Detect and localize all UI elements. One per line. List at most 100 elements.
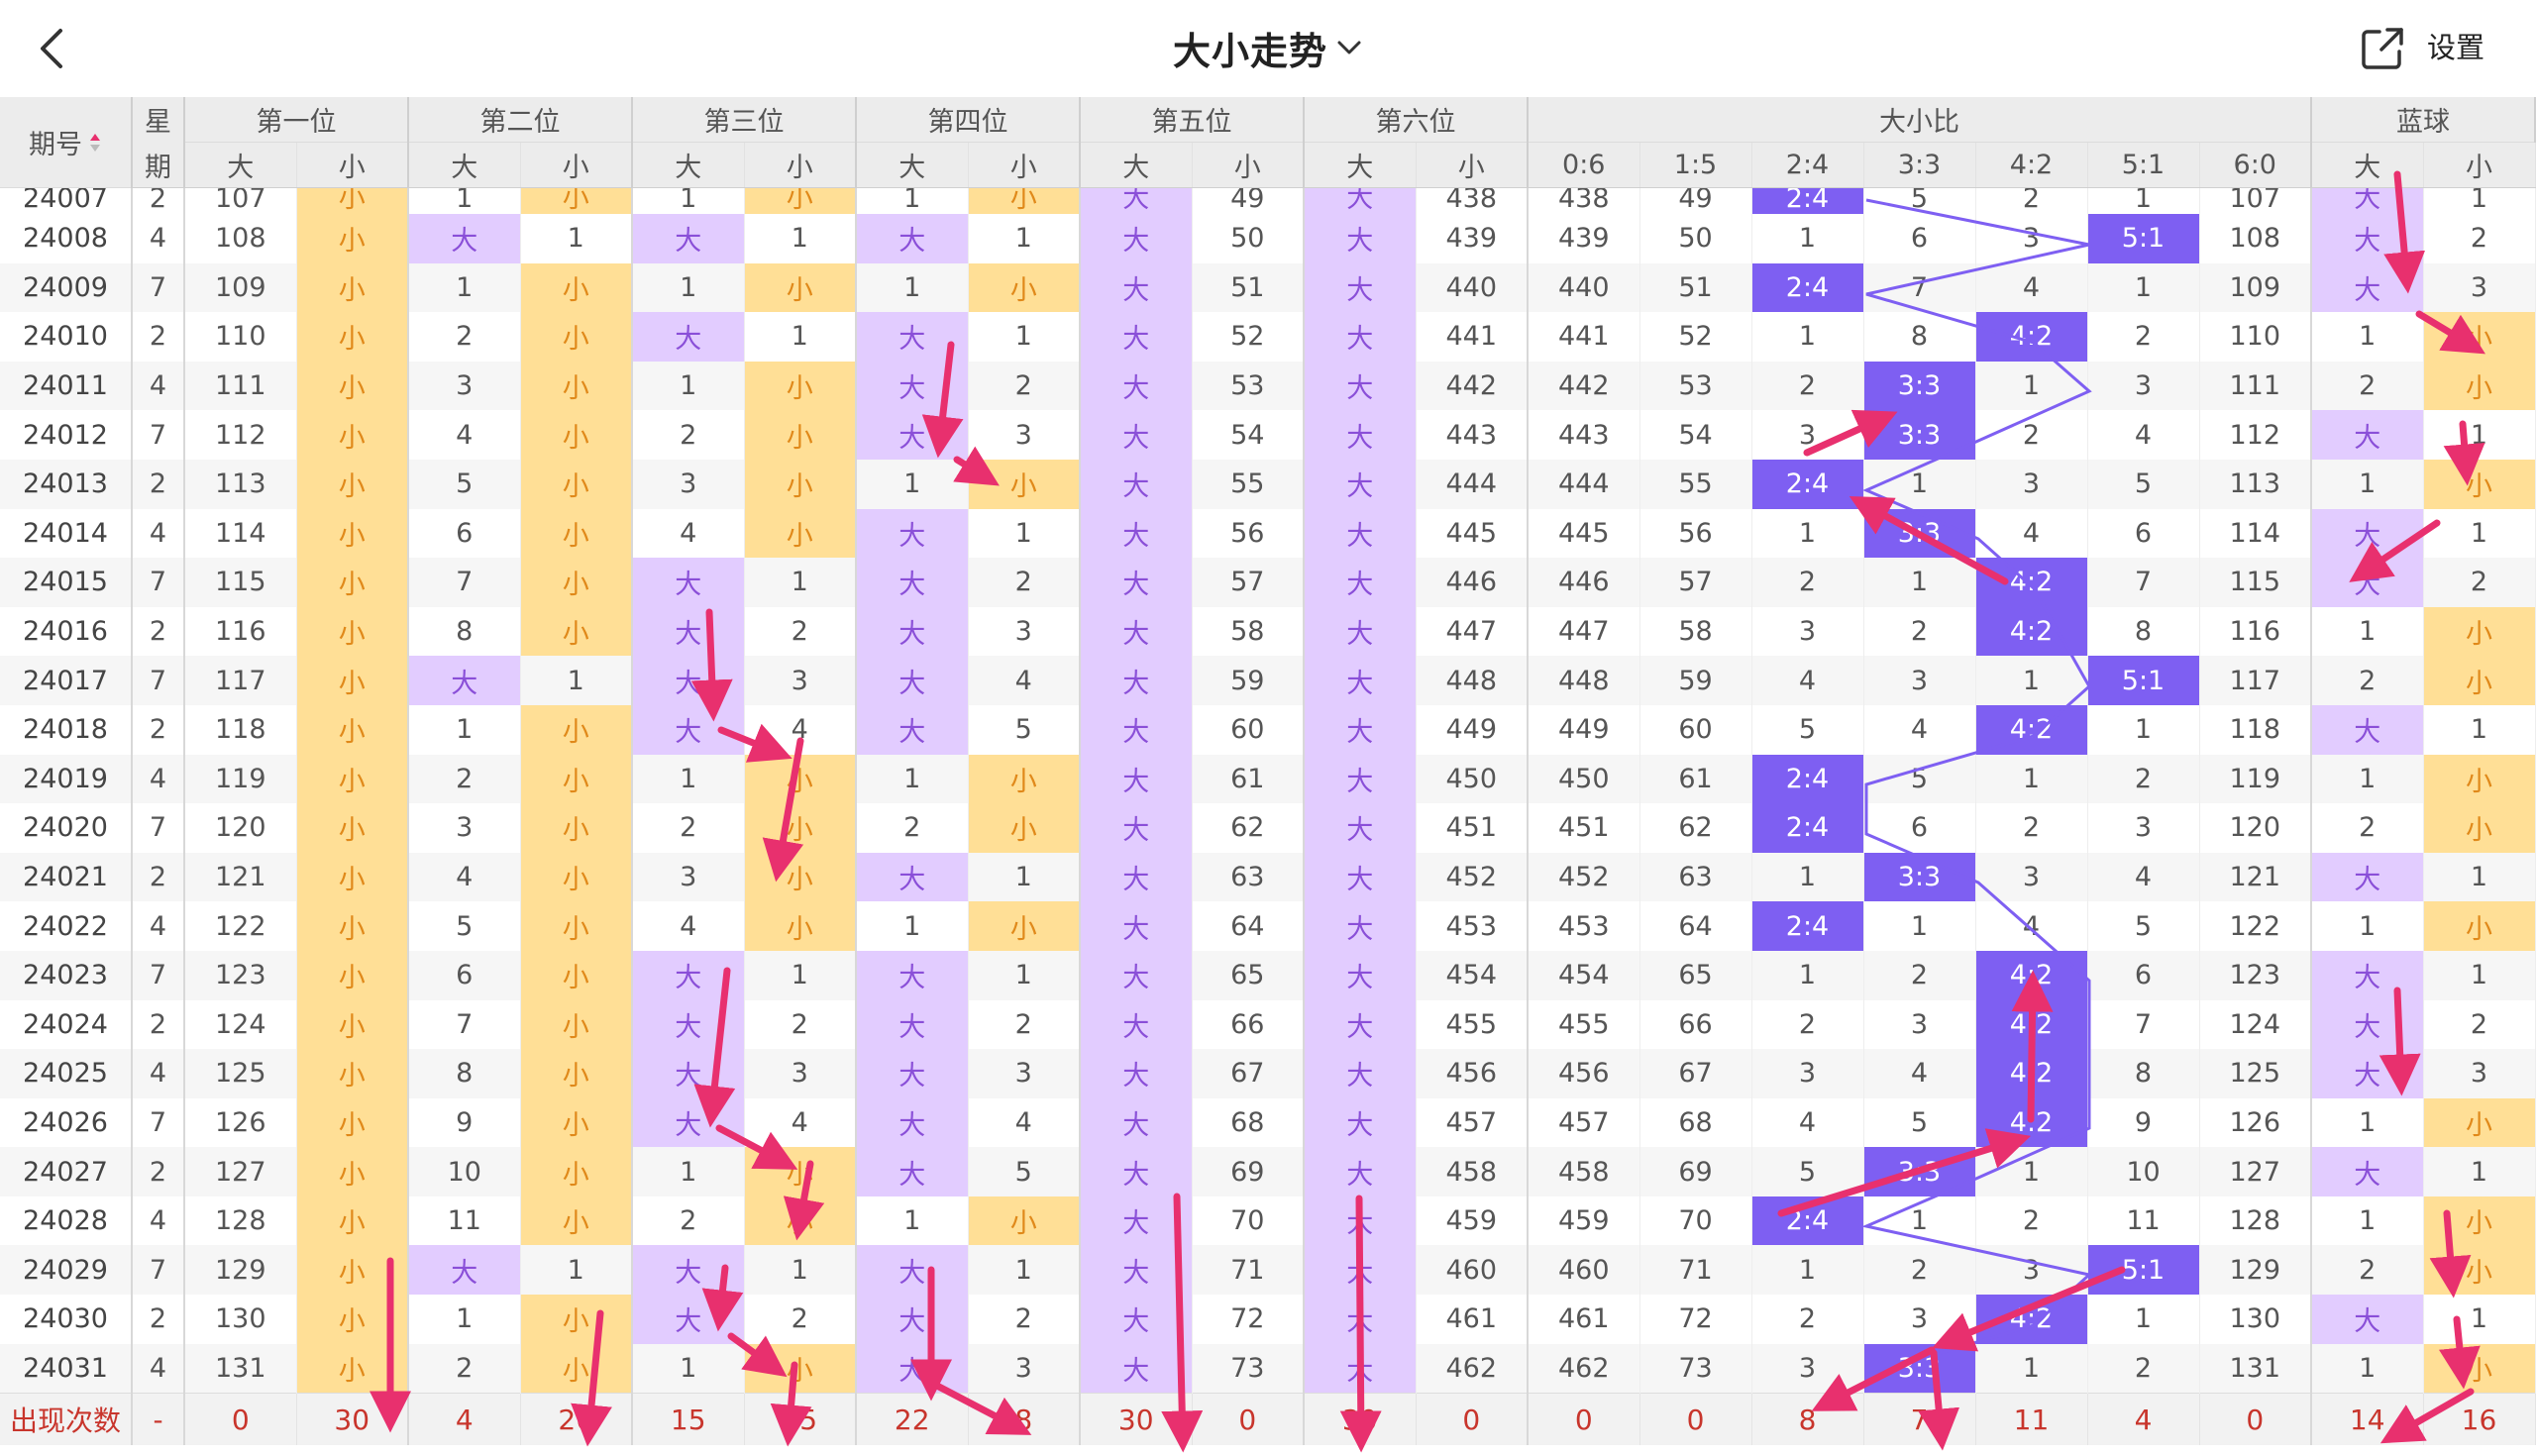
table-row[interactable]: 24030 2 130 小 1 小大 2 大 2 大 72 大 461 461 72 2 3 4:2 1 130 大 1 bbox=[0, 1295, 2536, 1344]
trend-cell: 72 bbox=[1639, 1295, 1752, 1344]
trend-cell: 126 bbox=[184, 1097, 297, 1148]
settings-button[interactable]: 设置 bbox=[2427, 31, 2485, 64]
weekday-cell: 7 bbox=[132, 1097, 185, 1148]
trend-cell: 122 bbox=[184, 901, 297, 951]
trend-cell: 6 bbox=[1863, 214, 1976, 263]
trend-cell: 小 bbox=[744, 262, 857, 313]
trend-cell: 1 bbox=[2311, 312, 2424, 362]
weekday-cell: 7 bbox=[132, 950, 185, 1000]
count-cell: 15 bbox=[632, 1393, 745, 1446]
table-row[interactable]: 24012 7 112 小 4 小 2 小大 3 大 54 大 443 443 54 3 3:3 2 4 112 大 1 bbox=[0, 410, 2536, 460]
trend-cell: 444 bbox=[1416, 459, 1529, 509]
trend-cell: 460 bbox=[1416, 1245, 1529, 1296]
table-row[interactable]: 24022 4 122 小 5 小 4 小 1 小大 64 大 453 453 64 2:4 1 4 5 122 1 小 bbox=[0, 901, 2536, 951]
trend-cell: 大 bbox=[1080, 754, 1193, 804]
trend-cell: 小 bbox=[968, 803, 1081, 853]
trend-cell: 3 bbox=[1975, 852, 2088, 902]
trend-cell: 1 bbox=[968, 312, 1081, 362]
trend-cell: 大 bbox=[856, 1147, 969, 1196]
table-row[interactable]: 24029 7 129 小大 1 大 1 大 1 大 71 大 460 460 71 1 2 3 5:1 129 2 小 bbox=[0, 1245, 2536, 1296]
trend-cell: 大 bbox=[856, 1245, 969, 1296]
trend-cell: 456 bbox=[1416, 1049, 1529, 1098]
group-header: 第一位 bbox=[184, 97, 409, 143]
table-row[interactable]: 24011 4 111 小 3 小 1 小大 2 大 53 大 442 442 53 2 3:3 1 3 111 2 小 bbox=[0, 361, 2536, 411]
period-cell: 24008 bbox=[0, 214, 133, 263]
weekday-cell: 2 bbox=[132, 459, 185, 509]
trend-cell: 大 bbox=[2311, 214, 2424, 263]
title-dropdown[interactable]: 大小走势 bbox=[1149, 18, 1387, 77]
trend-cell: 大 bbox=[408, 214, 521, 263]
trend-cell: 小 bbox=[2423, 1245, 2536, 1296]
trend-cell: 456 bbox=[1528, 1049, 1640, 1098]
trend-cell: 125 bbox=[2199, 1049, 2312, 1098]
table-row[interactable]: 24020 7 120 小 3 小 2 小 2 小大 62 大 451 451 62 2:4 6 2 3 120 2 小 bbox=[0, 803, 2536, 853]
back-button[interactable] bbox=[22, 22, 81, 75]
count-cell: 0 bbox=[2199, 1393, 2312, 1446]
trend-cell: 大 bbox=[2311, 1049, 2424, 1098]
trend-cell: 59 bbox=[1192, 656, 1305, 705]
trend-cell: 56 bbox=[1639, 508, 1752, 559]
trend-cell: 大 bbox=[1304, 606, 1417, 657]
table-row[interactable]: 24023 7 123 小 6 小大 1 大 1 大 65 大 454 454 65 1 2 4:2 6 123 大 1 bbox=[0, 950, 2536, 1000]
trend-cell: 1 bbox=[1751, 508, 1864, 559]
table-row[interactable]: 24028 4 128 小 11 小 2 小 1 小大 70 大 459 459 70 2:4 1 2 11 128 1… bbox=[0, 1196, 2536, 1246]
trend-cell: 57 bbox=[1192, 558, 1305, 607]
table-row[interactable]: 24021 2 121 小 4 小 3 小大 1 大 63 大 452 452 63 1 3:3 3 4 121 大 1 bbox=[0, 852, 2536, 902]
trend-cell: 461 bbox=[1416, 1295, 1529, 1344]
table-row[interactable]: 24018 2 118 小 1 小大 4 大 5 大 60 大 449 449 60 5 4 4:2 1 118 大 1 bbox=[0, 704, 2536, 755]
trend-cell: 2:4 bbox=[1751, 803, 1864, 853]
period-cell: 24016 bbox=[0, 606, 133, 657]
table-row[interactable]: 24019 4 119 小 2 小 1 小 1 小大 61 大 450 450 61 2:4 5 1 2 119 1 小 bbox=[0, 754, 2536, 804]
trend-cell: 大 bbox=[1080, 1343, 1193, 1394]
table-row[interactable]: 24015 7 115 小 7 小大 1 大 2 大 57 大 446 446 57 2 1 4:2 7 115 大 2 bbox=[0, 558, 2536, 607]
trend-cell: 62 bbox=[1639, 803, 1752, 853]
trend-cell: 1 bbox=[632, 361, 745, 411]
small-header: 小 bbox=[968, 142, 1081, 188]
table-row[interactable]: 24025 4 125 小 8 小大 3 大 3 大 67 大 456 456 67 3 4 4:2 8 125 大 3 bbox=[0, 1049, 2536, 1098]
trend-cell: 小 bbox=[520, 410, 633, 460]
table-row[interactable]: 24010 2 110 小 2 小大 1 大 1 大 52 大 441 441 52 1 8 4:2 2 110 1 小 bbox=[0, 312, 2536, 362]
trend-cell: 1 bbox=[408, 704, 521, 755]
trend-cell: 3:3 bbox=[1863, 1147, 1976, 1196]
table-row[interactable]: 24009 7 109 小 1 小 1 小 1 小大 51 大 440 440 51 2:4 7 4 1 109 大 3 bbox=[0, 262, 2536, 313]
trend-cell: 3:3 bbox=[1863, 361, 1976, 411]
period-cell: 24022 bbox=[0, 901, 133, 951]
count-cell: 7 bbox=[1863, 1393, 1976, 1446]
trend-cell: 2 bbox=[2087, 754, 2200, 804]
trend-cell: 11 bbox=[408, 1196, 521, 1246]
trend-cell: 小 bbox=[968, 754, 1081, 804]
table-row[interactable]: 24008 4 108 小大 1 大 1 大 1 大 50 大 439 439 50 1 6 3 5:1 108 大 2 bbox=[0, 214, 2536, 263]
table-row[interactable]: 24014 4 114 小 6 小 4 小大 1 大 56 大 445 445 56 1 3:3 4 6 114 大 1 bbox=[0, 508, 2536, 559]
table-row[interactable]: 24024 2 124 小 7 小大 2 大 2 大 66 大 455 455 66 2 3 4:2 7 124 大 2 bbox=[0, 999, 2536, 1050]
table-row[interactable]: 24016 2 116 小 8 小大 2 大 3 大 58 大 447 447 58 3 2 4:2 8 116 1 小 bbox=[0, 606, 2536, 657]
share-button[interactable] bbox=[2358, 24, 2407, 73]
period-header[interactable]: 期号 bbox=[0, 97, 133, 188]
trend-cell: 1 bbox=[632, 754, 745, 804]
trend-cell: 小 bbox=[2423, 1343, 2536, 1394]
trend-cell: 小 bbox=[296, 187, 409, 214]
trend-cell: 112 bbox=[2199, 410, 2312, 460]
trend-cell: 小 bbox=[968, 1196, 1081, 1246]
trend-cell: 3:3 bbox=[1863, 508, 1976, 559]
table-row[interactable]: 24013 2 113 小 5 小 3 小 1 小大 55 大 444 444 55 2:4 1 3 5 113 1 小 bbox=[0, 459, 2536, 509]
table-row[interactable]: 24007 2 107 小 1 小 1 小 1 小大 49 大 438 438 49 2:4 5 2 1 107 大 1 bbox=[0, 187, 2536, 214]
table-row[interactable]: 24031 4 131 小 2 小 1 小大 3 大 73 大 462 462 73 3 3:3 1 2 131 1 小 bbox=[0, 1343, 2536, 1394]
trend-cell: 大 bbox=[1080, 1295, 1193, 1344]
trend-cell: 130 bbox=[2199, 1295, 2312, 1344]
trend-cell: 67 bbox=[1639, 1049, 1752, 1098]
trend-cell: 小 bbox=[296, 459, 409, 509]
trend-cell: 3 bbox=[2423, 1049, 2536, 1098]
table-row[interactable]: 24027 2 127 小 10 小 1 小大 5 大 69 大 458 458 69 5 3:3 1 10 127 大… bbox=[0, 1147, 2536, 1196]
table-row[interactable]: 24017 7 117 小大 1 大 3 大 4 大 59 大 448 448 59 4 3 1 5:1 117 2 小 bbox=[0, 656, 2536, 705]
trend-cell: 122 bbox=[2199, 901, 2312, 951]
trend-cell: 5:1 bbox=[2087, 214, 2200, 263]
trend-cell: 7 bbox=[1863, 262, 1976, 313]
trend-cell: 小 bbox=[2423, 459, 2536, 509]
trend-cell: 大 bbox=[1304, 704, 1417, 755]
trend-cell: 1 bbox=[408, 1295, 521, 1344]
trend-cell: 65 bbox=[1639, 950, 1752, 1000]
trend-cell: 114 bbox=[2199, 508, 2312, 559]
table-row[interactable]: 24026 7 126 小 9 小大 4 大 4 大 68 大 457 457 68 4 5 4:2 9 126 1 小 bbox=[0, 1097, 2536, 1148]
trend-cell: 1 bbox=[408, 262, 521, 313]
trend-cell: 55 bbox=[1639, 459, 1752, 509]
